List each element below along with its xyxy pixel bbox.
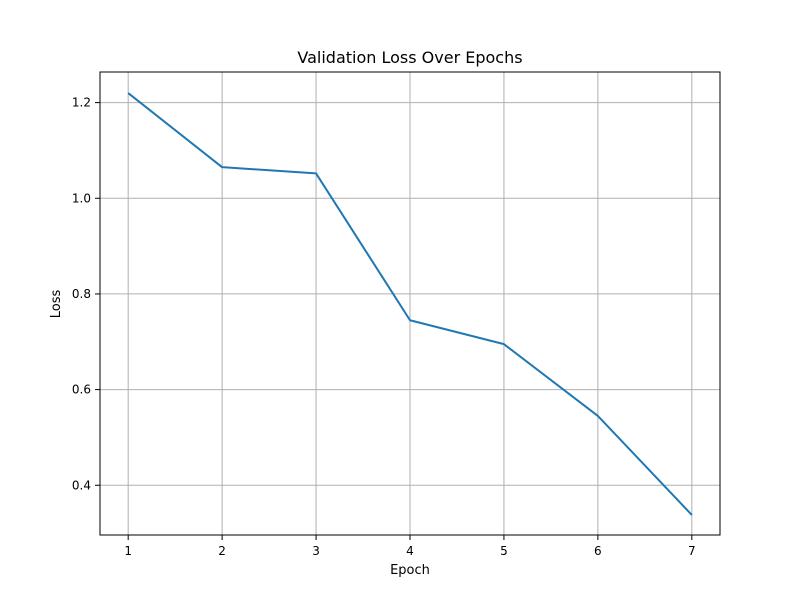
x-tick-label: 4 [406, 544, 414, 558]
x-axis-label: Epoch [390, 563, 430, 578]
y-tick-label: 1.2 [72, 96, 91, 110]
x-tick-label: 7 [688, 544, 696, 558]
x-tick-label: 2 [218, 544, 226, 558]
chart-title: Validation Loss Over Epochs [297, 48, 522, 67]
y-tick-label: 0.4 [72, 478, 91, 492]
x-tick-label: 5 [500, 544, 508, 558]
y-tick-label: 0.8 [72, 287, 91, 301]
y-tick-label: 0.6 [72, 383, 91, 397]
x-tick-label: 1 [124, 544, 132, 558]
y-tick-label: 1.0 [72, 191, 91, 205]
grid [100, 72, 720, 535]
x-tick-label: 3 [312, 544, 320, 558]
ticks: 1 2 3 4 5 6 7 0.4 0.6 0.8 1.0 1.2 [72, 96, 696, 558]
y-axis-label: Loss [49, 290, 64, 319]
series-group [127, 92, 693, 516]
x-tick-label: 6 [594, 544, 602, 558]
